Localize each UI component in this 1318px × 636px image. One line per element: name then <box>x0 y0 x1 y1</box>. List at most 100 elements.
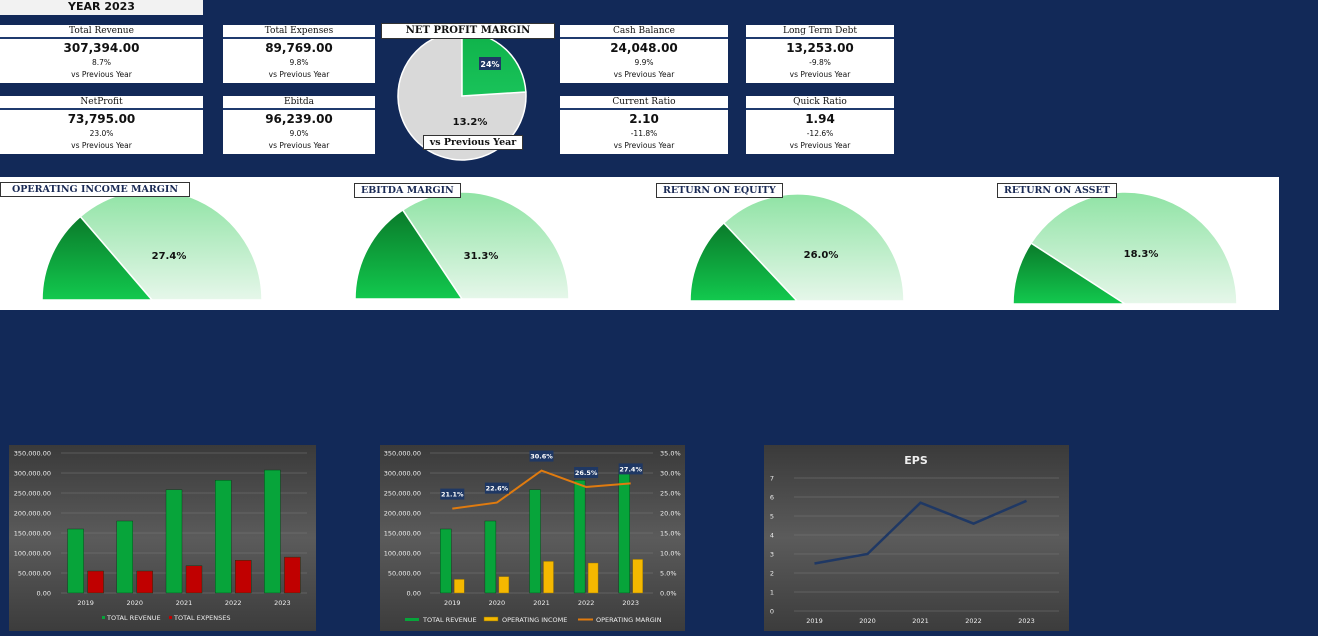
revenue-expenses-chart-panel: 0.00 50,000.00 100,000.00 150,000.00 200,000… <box>9 445 316 631</box>
data-label-operating-margin: 22.6% <box>486 485 509 493</box>
x-tick-label: 2020 <box>489 599 506 607</box>
y-tick-label: 200,000.00 <box>14 510 51 518</box>
x-tick-label: 2023 <box>1018 617 1035 625</box>
kpi-value: 96,239.00 <box>265 112 333 126</box>
y-tick-label: 0.00 <box>407 590 421 598</box>
x-tick-label: 2022 <box>578 599 595 607</box>
line-operating-margin <box>452 469 631 510</box>
kpi-note: vs Previous Year <box>789 70 851 79</box>
kpi-note: vs Previous Year <box>71 70 132 79</box>
kpi-card-cash-balance: Cash Balance 24,048.00 9.9% vs Previous … <box>560 25 728 83</box>
y-tick-label: 7 <box>770 475 774 483</box>
gauge-value-slice <box>41 215 154 301</box>
npm-note: vs Previous Year <box>423 135 523 150</box>
gauge-remainder <box>722 193 905 302</box>
kpi-value: 13,253.00 <box>786 41 854 55</box>
gauge-title-return-on-equity: RETURN ON EQUITY <box>656 183 783 198</box>
y-tick-label: 2 <box>770 570 774 578</box>
data-label-operating-margin: 26.5% <box>575 469 598 477</box>
legend-label-total-expenses: TOTAL EXPENSES <box>173 614 231 622</box>
x-tick-label: 2019 <box>77 599 94 607</box>
kpi-card-ebitda: Ebitda 96,239.00 9.0% vs Previous Year <box>223 96 375 154</box>
bar-total-expenses <box>234 559 252 594</box>
y-tick-label: 4 <box>770 532 774 540</box>
x-tick-label: 2019 <box>444 599 461 607</box>
y-tick-label: 100,000.00 <box>14 550 51 558</box>
legend-swatch-total-revenue <box>405 618 419 621</box>
kpi-change: 9.0% <box>289 129 309 138</box>
kpi-card-current-ratio: Current Ratio 2.10 -11.8% vs Previous Ye… <box>560 96 728 154</box>
bar-total-revenue <box>440 528 452 594</box>
kpi-change: -9.8% <box>809 58 831 67</box>
gauge-value-label: 26.0% <box>804 250 839 261</box>
kpi-value: 1.94 <box>805 112 835 126</box>
operating-income-chart-panel: 0.00 50,000.00 100,000.00 150,000.00 200,000… <box>380 445 685 631</box>
y-tick-label: 150,000.00 <box>384 530 421 538</box>
y2-tick-label: 25.0% <box>660 490 681 498</box>
bar-total-revenue <box>618 469 630 594</box>
legend-label-total-revenue: TOTAL REVENUE <box>422 616 477 624</box>
kpi-value: 73,795.00 <box>67 112 136 126</box>
y2-tick-label: 15.0% <box>660 530 681 538</box>
gauge-value-label: 18.3% <box>1124 249 1159 260</box>
gauge-title-operating-income-margin: OPERATING INCOME MARGIN <box>0 182 190 197</box>
gauge-value-label: 27.4% <box>152 251 187 262</box>
y2-tick-label: 10.0% <box>660 550 681 558</box>
data-label-operating-margin: 21.1% <box>441 491 464 499</box>
net-profit-margin-pie: 24% 13.2% <box>397 31 527 161</box>
bar-total-revenue <box>264 469 281 594</box>
data-label-operating-margin: 30.6% <box>530 453 553 461</box>
eps-chart-title: EPS <box>904 454 928 467</box>
y-tick-label: 350,000.00 <box>384 450 421 458</box>
kpi-title: Ebitda <box>223 96 375 110</box>
y-tick-label: 1 <box>770 589 774 597</box>
x-tick-label: 2023 <box>274 599 291 607</box>
bar-total-revenue <box>484 520 497 594</box>
year-label: YEAR 2023 <box>0 0 203 15</box>
y2-tick-label: 30.0% <box>660 470 681 478</box>
bar-operating-income <box>587 562 599 594</box>
kpi-title: Total Revenue <box>0 25 203 39</box>
bar-operating-income <box>632 559 643 594</box>
y-tick-label: 0 <box>770 608 774 616</box>
npm-change: 13.2% <box>453 117 488 128</box>
y2-tick-label: 20.0% <box>660 510 681 518</box>
bar-total-revenue <box>116 520 134 594</box>
legend-swatch-total-expenses <box>169 616 172 619</box>
x-tick-label: 2021 <box>176 599 193 607</box>
eps-chart: EPS 0 1 2 3 4 5 6 7 2019 2020 2021 2022 2023 <box>770 454 1059 625</box>
y-tick-label: 0.00 <box>37 590 51 598</box>
kpi-title: Total Expenses <box>223 25 375 39</box>
bar-operating-income <box>498 576 510 594</box>
kpi-change: 8.7% <box>91 58 112 67</box>
kpi-title: Current Ratio <box>560 96 728 110</box>
bar-operating-income <box>543 561 554 594</box>
y2-tick-label: 0.0% <box>660 590 677 598</box>
x-tick-label: 2020 <box>859 617 876 625</box>
kpi-change: 9.8% <box>289 58 309 67</box>
legend-label-operating-income: OPERATING INCOME <box>502 616 567 624</box>
bar-total-revenue <box>529 489 541 594</box>
y-tick-label: 100,000.00 <box>384 550 421 558</box>
kpi-note: vs Previous Year <box>71 141 132 150</box>
kpi-title: Cash Balance <box>560 25 728 39</box>
bar-total-revenue <box>214 480 232 594</box>
net-profit-margin-title: NET PROFIT MARGIN <box>381 23 555 39</box>
legend-label-operating-margin: OPERATING MARGIN <box>596 616 662 624</box>
kpi-change: -11.8% <box>630 129 658 138</box>
kpi-value: 307,394.00 <box>63 41 140 55</box>
kpi-note: vs Previous Year <box>268 70 330 79</box>
bar-total-expenses <box>284 556 301 594</box>
kpi-change: 23.0% <box>89 129 114 138</box>
kpi-change: -12.6% <box>806 129 834 138</box>
x-tick-label: 2023 <box>622 599 639 607</box>
y-tick-label: 50,000.00 <box>388 570 421 578</box>
gauge-operating-income-margin: 27.4% <box>41 189 263 301</box>
legend-swatch-operating-income <box>483 616 499 622</box>
kpi-value: 2.10 <box>629 112 659 126</box>
bar-total-expenses <box>136 570 154 594</box>
kpi-title: Long Term Debt <box>746 25 894 39</box>
kpi-note: vs Previous Year <box>613 70 675 79</box>
gauge-value-label: 31.3% <box>464 251 499 262</box>
data-label-box <box>484 482 509 494</box>
